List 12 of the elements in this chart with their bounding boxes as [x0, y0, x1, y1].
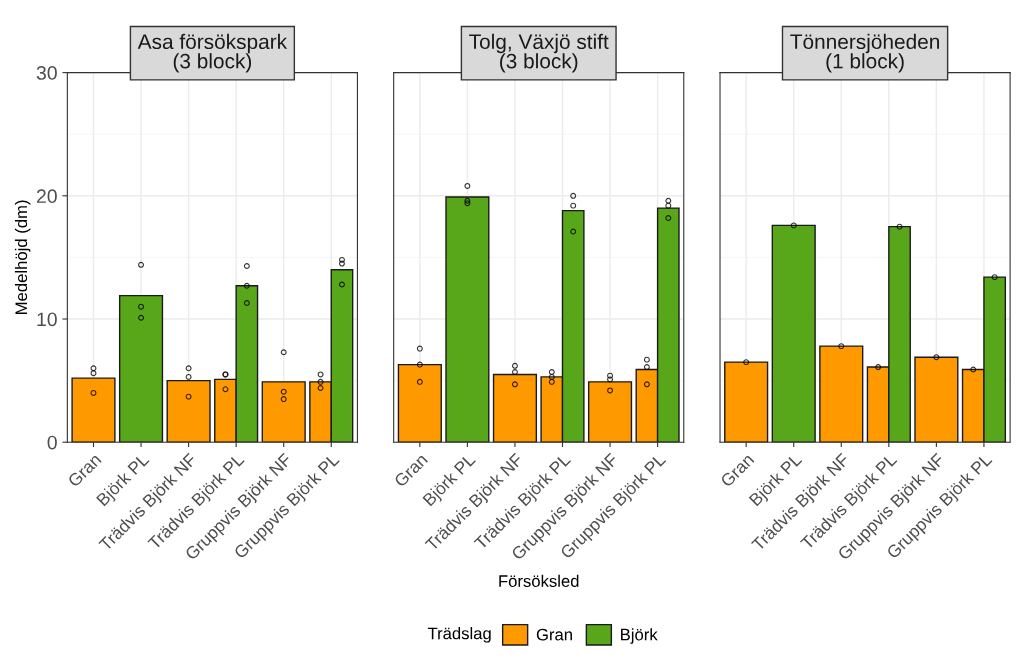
y-tick-label: 0	[47, 435, 57, 450]
y-axis-title: Medelhöjd (dm)	[14, 200, 31, 314]
y-tick-label: 30	[36, 66, 57, 80]
legend-label: Gran	[536, 628, 572, 641]
x-axis-title: Försöksled	[499, 574, 579, 587]
chart-title: Tönnersjöheden (1 block)	[790, 33, 939, 73]
chart-title: Asa försökspark (3 block)	[137, 33, 288, 73]
chart-title: Tolg, Växjö stift (3 block)	[469, 33, 609, 73]
y-tick-label: 10	[37, 312, 57, 327]
legend-label: Björk	[621, 628, 658, 644]
legend-title: Trädslag	[427, 627, 491, 643]
y-tick-label: 20	[36, 189, 57, 204]
